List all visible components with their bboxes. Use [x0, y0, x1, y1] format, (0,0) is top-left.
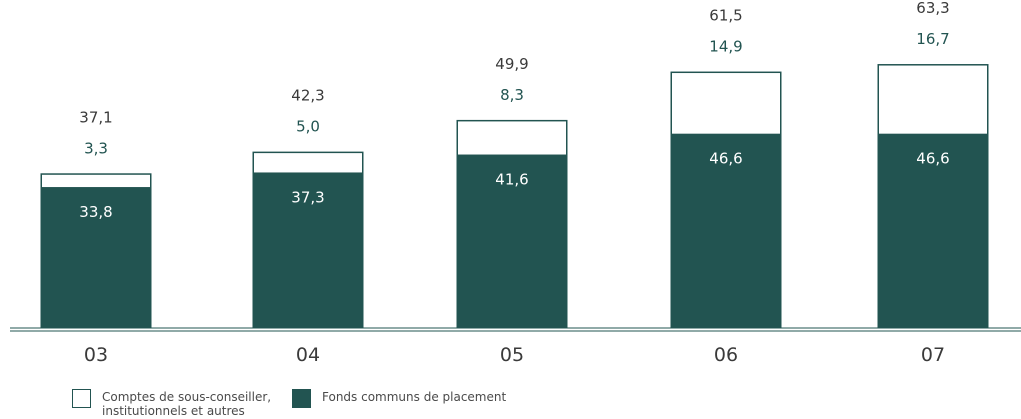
label-fonds-06: 46,6 — [709, 150, 742, 168]
x-tick-label-04: 04 — [296, 344, 320, 366]
label-total-03: 37,1 — [79, 108, 112, 126]
legend-swatch-outline — [72, 389, 91, 408]
x-tick-label-06: 06 — [714, 344, 738, 366]
bar-comptes-04 — [252, 151, 364, 174]
label-comptes-03: 3,3 — [84, 139, 108, 157]
legend-swatch-filled — [292, 389, 311, 408]
label-total-06: 61,5 — [709, 7, 742, 25]
bar-comptes-07 — [877, 64, 989, 136]
legend-label-filled: Fonds communs de placement — [322, 390, 507, 404]
bar-comptes-03 — [40, 173, 152, 189]
label-comptes-05: 8,3 — [500, 86, 524, 104]
bar-fonds-06 — [670, 133, 782, 328]
label-total-07: 63,3 — [916, 0, 949, 17]
label-fonds-07: 46,6 — [916, 150, 949, 168]
label-total-05: 49,9 — [495, 55, 528, 73]
legend-label-outline-line1: Comptes de sous-conseiller, — [102, 390, 272, 404]
label-comptes-04: 5,0 — [296, 118, 320, 136]
bar-comptes-05 — [456, 119, 568, 157]
bar-fonds-05 — [456, 154, 568, 328]
label-total-04: 42,3 — [291, 87, 324, 105]
x-tick-label-05: 05 — [500, 344, 524, 366]
label-comptes-06: 14,9 — [709, 38, 742, 56]
label-comptes-07: 16,7 — [916, 30, 949, 48]
x-tick-label-03: 03 — [84, 344, 108, 366]
bar-comptes-06 — [670, 71, 782, 136]
legend-label-outline-line2: institutionnels et autres — [102, 404, 245, 418]
bar-fonds-07 — [877, 133, 989, 328]
bar-fonds-03 — [40, 187, 152, 328]
x-tick-label-07: 07 — [921, 344, 945, 366]
bar-chart: 33,8 3,3 37,1 03 37,3 5,0 42,3 04 41,6 8,3 49,9 05 4… — [10, 0, 1021, 366]
label-fonds-04: 37,3 — [291, 188, 324, 206]
label-fonds-05: 41,6 — [495, 171, 528, 189]
bar-fonds-04 — [252, 172, 364, 328]
label-fonds-03: 33,8 — [79, 203, 112, 221]
